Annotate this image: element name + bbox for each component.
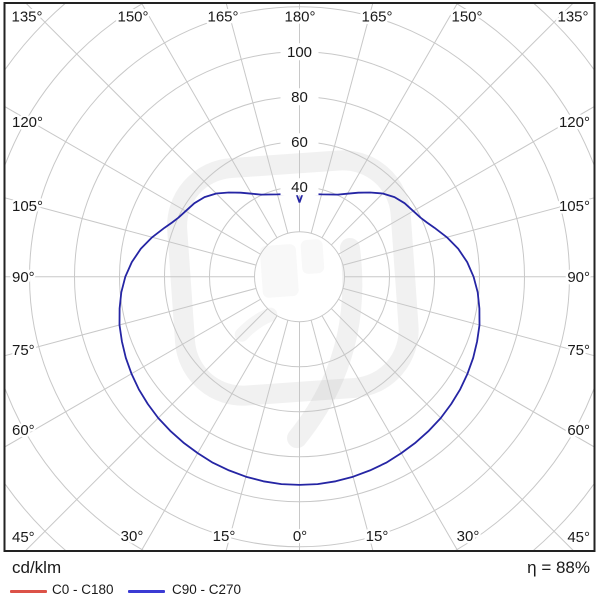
legend-line-c0-c180 [10,590,47,593]
angle-axis-label: 120° [559,114,590,131]
unit-label: cd/klm [12,558,62,577]
grid-radial-line [141,315,278,550]
angle-axis-label: 165° [207,9,238,26]
radial-axis-label: 100 [287,44,312,61]
angle-axis-label: 30° [457,528,480,545]
chart-frame [3,2,596,552]
angle-axis-label: 135° [11,9,42,26]
radial-axis-label: 80 [291,89,308,106]
grid-radial-line [330,308,574,550]
legend-label-c90-c270: C90 - C270 [172,582,242,597]
radial-axis-label: 40 [291,179,308,196]
angle-axis-label: 75° [12,342,35,359]
angle-axis-label: 15° [366,528,389,545]
angle-axis-label: 105° [12,198,43,215]
radial-axis-label: 60 [291,134,308,151]
watermark-logo [167,150,419,449]
angle-axis-label: 30° [121,528,144,545]
angle-axis-label: 135° [557,9,588,26]
grid-radial-line [338,298,594,448]
grid-radial-line [338,106,594,255]
angle-axis-label: 15° [213,528,236,545]
angle-axis-label: 105° [559,198,590,215]
angle-axis-label: 180° [284,9,315,26]
angle-axis-label: 90° [567,269,590,286]
grid-radial-line [225,320,289,550]
legend-label-c0-c180: C0 - C180 [52,582,114,597]
angle-axis-label: 165° [361,9,392,26]
efficiency-label: η = 88% [527,558,590,577]
label-halo [280,178,319,196]
angle-axis-label: 0° [293,528,307,545]
label-halo [280,43,319,61]
grid-radial-line [321,4,458,239]
polar-grid [5,4,594,550]
grid-radial-line [5,197,257,266]
label-halo [280,88,319,106]
grid-radial-line [330,4,573,246]
label-halo [280,133,319,151]
grid-radial-line [321,315,458,550]
angle-axis-label: 150° [117,9,148,26]
grid-radial-line [342,287,594,357]
grid-radial-line [310,4,374,234]
intensity-curve-c90-c270 [118,191,481,486]
grid-radial-line [5,106,261,255]
angle-axis-label: 45° [567,529,590,546]
angle-axis-label: 75° [567,342,590,359]
grid-radial-line [5,287,257,357]
angle-axis-label: 150° [451,9,482,26]
angle-axis-label: 90° [12,269,35,286]
angle-axis-label: 60° [12,422,35,439]
grid-radial-line [225,4,289,234]
grid-radial-line [25,308,269,550]
angle-axis-label: 45° [12,529,35,546]
angle-axis-label: 60° [567,422,590,439]
grid-radial-line [5,298,261,448]
grid-radial-line [310,320,374,550]
grid-radial-line [26,4,269,246]
polar-chart: 40 60 80 100 135° 150° 165° 180° 165° 150° 135° 120… [3,2,596,552]
angle-axis-label: 120° [12,114,43,131]
grid-radial-line [342,197,594,266]
grid-radial-line [141,4,278,239]
legend-line-c90-c270 [128,590,165,593]
